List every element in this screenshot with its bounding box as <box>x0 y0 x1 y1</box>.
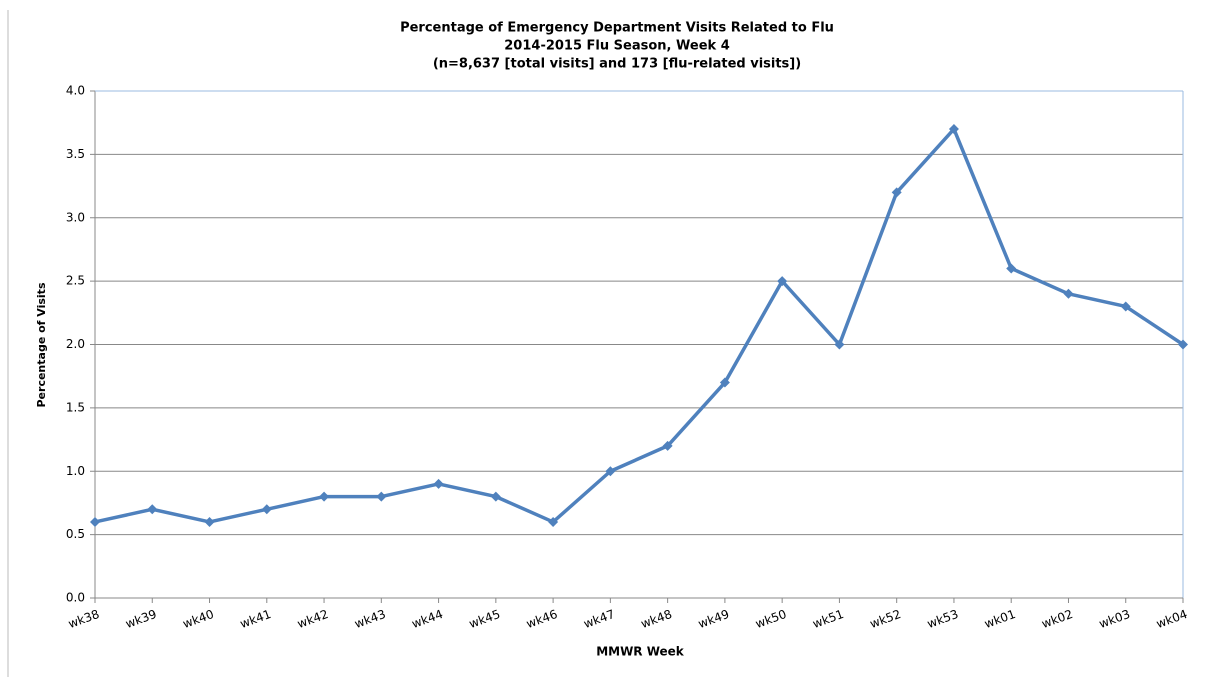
x-tick-label: wk48 <box>639 607 674 631</box>
y-tick-label: 0.5 <box>66 527 85 541</box>
data-point <box>147 504 158 515</box>
y-tick-label: 4.0 <box>66 84 85 98</box>
x-tick-label: wk02 <box>1040 607 1075 631</box>
x-tick-label: wk03 <box>1097 607 1132 631</box>
x-tick-label: wk04 <box>1154 607 1189 631</box>
y-tick-label: 3.5 <box>66 147 85 161</box>
chart-title: Percentage of Emergency Department Visit… <box>400 21 834 36</box>
y-tick-label: 2.5 <box>66 274 85 288</box>
x-tick-label: wk49 <box>696 607 731 631</box>
x-tick-label: wk01 <box>983 607 1018 631</box>
data-point <box>1120 301 1131 312</box>
x-tick-label: wk40 <box>181 607 216 631</box>
data-point <box>662 440 673 451</box>
x-tick-label: wk43 <box>353 607 388 631</box>
data-point <box>777 276 788 287</box>
x-tick-label: wk44 <box>410 607 445 631</box>
chart-subtitle: 2014-2015 Flu Season, Week 4 <box>504 39 729 54</box>
x-tick-label: wk50 <box>753 607 788 631</box>
y-tick-label: 1.0 <box>66 464 85 478</box>
series-line <box>94 127 1184 524</box>
data-point <box>605 466 616 477</box>
data-point <box>834 339 845 350</box>
data-point <box>891 187 902 198</box>
y-tick-label: 1.5 <box>66 400 85 414</box>
data-point <box>490 491 501 502</box>
data-point <box>1178 339 1188 350</box>
y-tick-label: 0.0 <box>66 591 85 605</box>
data-point <box>204 516 215 527</box>
x-tick-label: wk45 <box>467 607 502 631</box>
x-tick-label: wk41 <box>238 607 273 631</box>
data-point <box>319 491 330 502</box>
x-tick-label: wk38 <box>66 607 101 631</box>
data-point <box>548 516 559 527</box>
data-point <box>261 504 272 515</box>
x-axis-title: MMWR Week <box>596 645 685 659</box>
x-tick-label: wk39 <box>124 607 159 631</box>
x-tick-label: wk42 <box>295 607 330 631</box>
data-point <box>433 478 444 489</box>
x-tick-label: wk47 <box>582 607 617 631</box>
y-tick-label: 3.0 <box>66 210 85 224</box>
chart-subtitle: (n=8,637 [total visits] and 173 [flu-rel… <box>433 57 801 72</box>
y-tick-label: 2.0 <box>66 337 85 351</box>
data-point <box>1063 288 1074 299</box>
data-point <box>90 516 100 527</box>
data-point <box>1006 263 1017 274</box>
data-point <box>719 377 730 388</box>
data-point <box>376 491 387 502</box>
data-point <box>948 124 959 135</box>
x-tick-label: wk53 <box>925 607 960 631</box>
x-tick-label: wk46 <box>524 607 559 631</box>
y-axis-title: Percentage of Visits <box>35 282 48 407</box>
x-tick-label: wk52 <box>868 607 903 631</box>
x-tick-label: wk51 <box>811 607 846 631</box>
